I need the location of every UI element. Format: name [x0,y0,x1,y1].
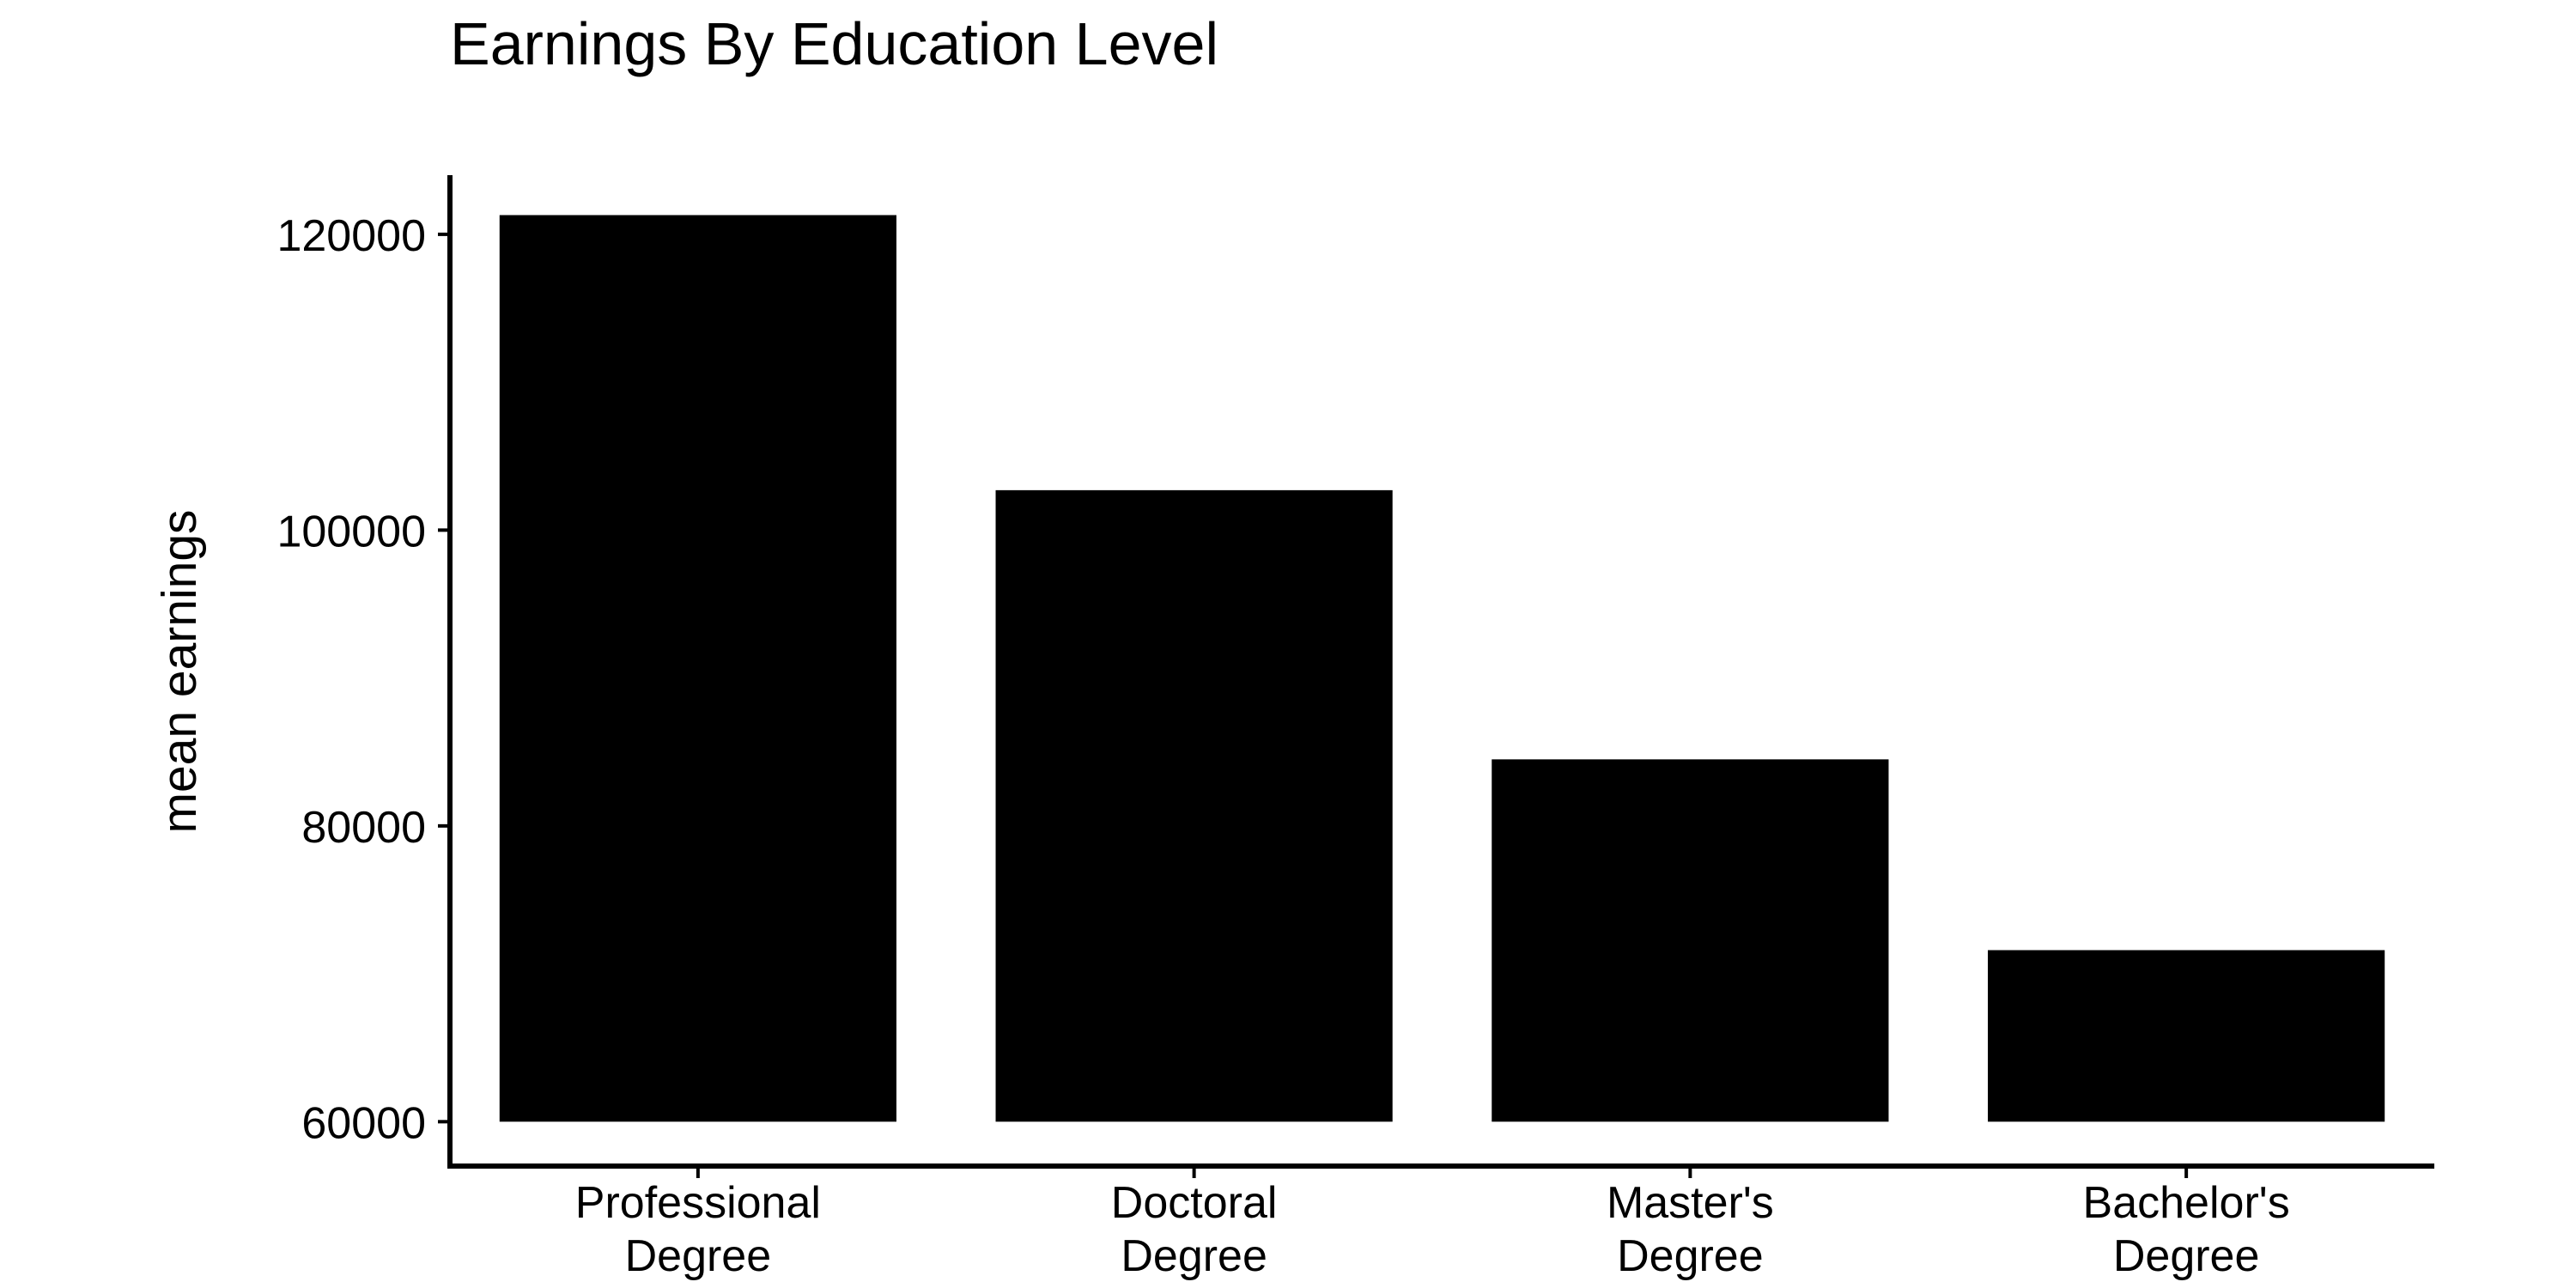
x-tick-label: Degree [625,1231,772,1281]
bar-3 [1492,759,1889,1122]
y-tick-label: 100000 [276,507,426,556]
x-tick-label: Master's [1607,1178,1774,1228]
x-tick-label: Degree [1617,1231,1764,1281]
bars-group [499,215,2385,1122]
bar-4 [1988,950,2385,1122]
y-tick-label: 60000 [301,1098,426,1148]
chart-title: Earnings By Education Level [450,10,1218,77]
x-axis: ProfessionalDegreeDoctoralDegreeMaster's… [447,1163,2434,1281]
bar-1 [499,215,896,1122]
y-tick-label: 120000 [276,211,426,261]
y-axis: 60000 80000 100000 120000 [276,175,453,1169]
x-tick-label: Degree [1121,1231,1267,1281]
y-axis-title: mean earnings [152,509,207,833]
x-tick-label: Bachelor's [2083,1178,2290,1228]
x-tick-label: Professional [575,1178,821,1228]
bar-2 [995,489,1393,1122]
y-tick-label: 80000 [301,803,426,853]
x-tick-label: Doctoral [1111,1178,1278,1228]
x-tick-label: Degree [2113,1231,2260,1281]
